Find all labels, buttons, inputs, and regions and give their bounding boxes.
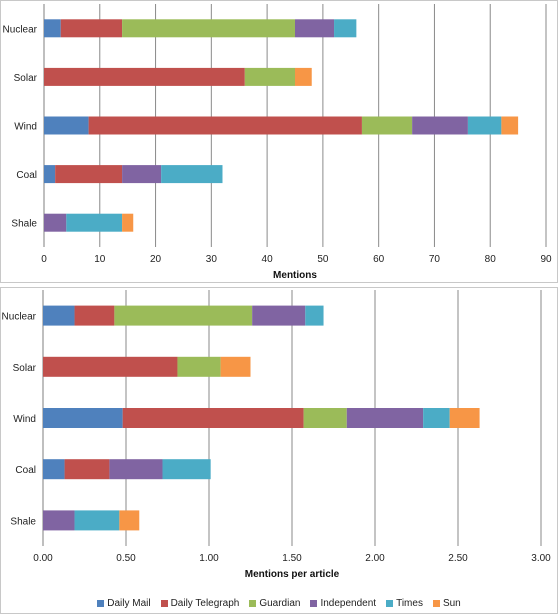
bar-segment-guardian-solar <box>244 67 295 86</box>
legend-item-guardian: Guardian <box>249 598 300 609</box>
bar-segment-daily-mail-nuclear <box>43 305 75 326</box>
x-tick-label: 60 <box>373 254 385 265</box>
category-label: Nuclear <box>2 312 37 323</box>
x-tick-label: 10 <box>94 254 106 265</box>
bar-segment-guardian-wind <box>361 116 413 135</box>
x-tick-label: 70 <box>429 254 441 265</box>
legend-label: Sun <box>442 597 461 609</box>
category-label: Shale <box>11 219 37 230</box>
x-tick-label: 0.50 <box>116 553 136 564</box>
bar-segment-independent-wind <box>346 408 424 428</box>
bar-segment-times-wind <box>467 116 502 135</box>
bar-segment-sun-shale <box>119 510 140 531</box>
bar-segment-daily-telegraph-nuclear <box>60 19 123 38</box>
category-label: Coal <box>15 465 36 476</box>
bar-segment-daily-telegraph-solar <box>43 356 178 377</box>
chart-legend: Daily Mail Daily Telegraph Guardian Indepen… <box>0 596 558 610</box>
bar-segment-daily-mail-wind <box>44 116 89 135</box>
bar-segment-independent-wind <box>412 116 468 135</box>
bar-segment-times-wind <box>423 408 450 428</box>
bar-segment-daily-telegraph-coal <box>55 165 123 184</box>
bar-segment-guardian-nuclear <box>114 305 253 326</box>
x-tick-label: 50 <box>317 254 329 265</box>
x-tick-label: 20 <box>150 254 162 265</box>
category-label: Shale <box>10 516 36 527</box>
x-tick-label: 1.00 <box>199 553 219 564</box>
legend-label: Times <box>396 597 423 609</box>
bar-segment-daily-mail-wind <box>43 408 123 428</box>
legend-swatch <box>310 599 318 607</box>
category-label: Wind <box>13 414 36 425</box>
legend-item-daily-mail: Daily Mail <box>97 597 151 609</box>
legend-swatch <box>432 599 440 607</box>
category-label: Solar <box>14 73 38 84</box>
bar-segment-sun-shale <box>122 213 134 232</box>
bar-segment-times-nuclear <box>305 305 324 326</box>
bar-segment-times-coal <box>161 165 223 184</box>
legend-swatch <box>97 599 105 607</box>
bar-segment-independent-shale <box>43 510 75 531</box>
bar-segment-daily-telegraph-nuclear <box>74 305 115 326</box>
legend-swatch <box>249 599 257 607</box>
legend-swatch <box>160 599 168 607</box>
legend-label: Daily Mail <box>107 597 151 609</box>
mentions-per-article-chart: 0.00 0.50 1.00 1.50 2.00 2.50 3.00 Nuclear Solar… <box>2 290 551 580</box>
bar-segment-times-coal <box>162 459 211 480</box>
chart-panel-mentions-per-article: 0.00 0.50 1.00 1.50 2.00 2.50 3.00 Nuclear Solar… <box>0 287 558 614</box>
x-tick-label: 90 <box>540 254 552 265</box>
legend-label: Independent <box>320 597 377 609</box>
category-label: Nuclear <box>3 24 38 35</box>
bar-segment-daily-mail-coal <box>44 165 56 184</box>
legend-item-daily-telegraph: Daily Telegraph <box>160 597 240 609</box>
x-tick-label: 1.50 <box>282 553 302 564</box>
bar-segment-independent-nuclear <box>252 305 306 326</box>
legend-label: Guardian <box>259 597 301 609</box>
bar-segment-independent-shale <box>44 213 67 232</box>
bar-segment-sun-solar <box>220 356 251 377</box>
x-tick-label: 30 <box>206 254 218 265</box>
x-axis-title: Mentions <box>273 270 317 281</box>
bar-segment-sun-wind <box>501 116 519 135</box>
bar-segment-sun-solar <box>295 67 312 86</box>
bar-segment-daily-mail-nuclear <box>44 19 61 38</box>
x-tick-label: 80 <box>485 254 497 265</box>
x-tick-label: 40 <box>262 254 274 265</box>
legend-swatch <box>386 599 394 607</box>
legend-item-independent: Independent <box>310 598 376 609</box>
bar-segment-daily-telegraph-coal <box>64 459 110 480</box>
mentions-chart: 0 10 20 30 40 50 60 70 80 90 Nuclear Solar Wind Coal S… <box>3 4 552 281</box>
bar-segment-times-nuclear <box>334 19 357 38</box>
x-tick-label: 2.00 <box>365 553 385 564</box>
x-tick-label: 0 <box>41 254 47 265</box>
bar-segment-sun-wind <box>449 408 480 428</box>
legend-item-times: Times <box>386 598 423 609</box>
bar-segment-daily-telegraph-solar <box>44 67 245 86</box>
bar-segment-daily-mail-coal <box>43 459 65 480</box>
bar-segment-independent-coal <box>109 459 163 480</box>
legend-item-sun: Sun <box>432 597 461 609</box>
x-tick-label: 0.00 <box>33 553 53 564</box>
legend-label: Daily Telegraph <box>170 597 240 609</box>
category-label: Solar <box>13 363 37 374</box>
bar-segment-guardian-wind <box>303 408 347 428</box>
bar-segment-guardian-nuclear <box>122 19 295 38</box>
category-label: Coal <box>16 170 37 181</box>
category-label: Wind <box>14 122 37 133</box>
bar-segment-daily-telegraph-wind <box>122 408 304 428</box>
bar-segment-times-shale <box>66 213 123 232</box>
bar-segment-daily-telegraph-wind <box>88 116 362 135</box>
x-axis-title: Mentions per article <box>245 569 340 580</box>
bar-segment-guardian-solar <box>177 356 221 377</box>
bar-segment-independent-coal <box>122 165 162 184</box>
x-tick-label: 2.50 <box>448 553 468 564</box>
bar-segment-independent-nuclear <box>295 19 335 38</box>
x-tick-label: 3.00 <box>531 553 551 564</box>
chart-panel-mentions: 0 10 20 30 40 50 60 70 80 90 Nuclear Solar Wind Coal S… <box>0 0 558 283</box>
bar-segment-times-shale <box>74 510 120 531</box>
